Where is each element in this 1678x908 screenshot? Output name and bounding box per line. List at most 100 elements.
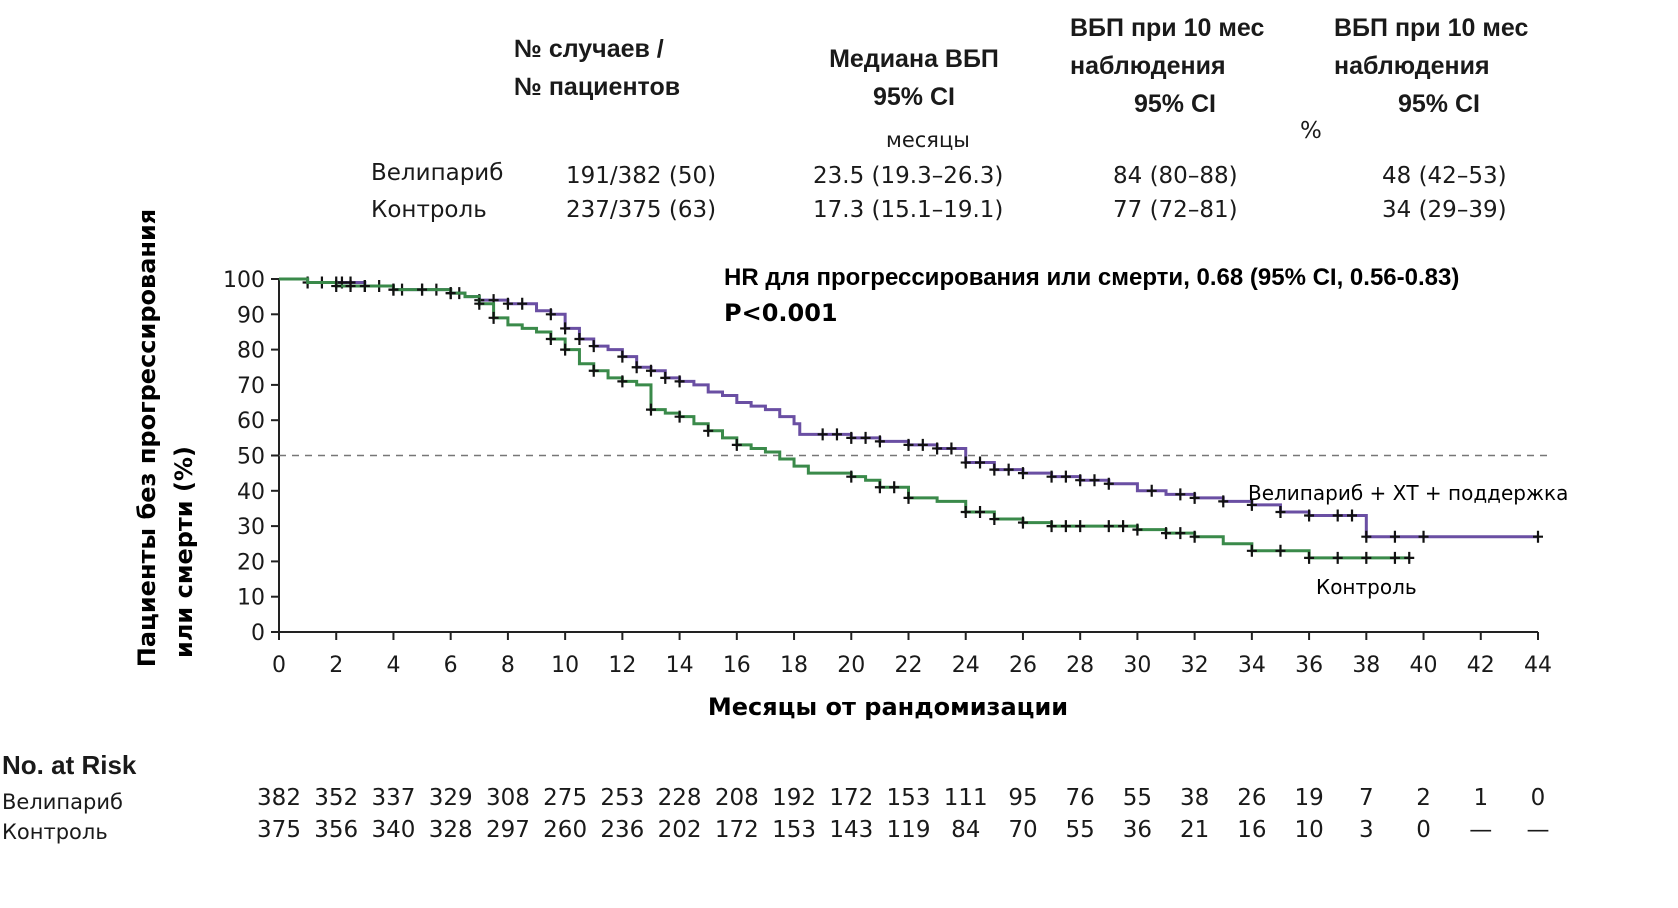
censor-mark bbox=[703, 424, 714, 437]
risk-value: 337 bbox=[371, 785, 416, 811]
censor-mark bbox=[617, 375, 628, 388]
x-tick-label: 28 bbox=[1066, 653, 1094, 678]
header-pfs10-b: ВБП при 10 мес наблюдения 95% CI bbox=[1334, 9, 1528, 123]
censor-mark bbox=[345, 280, 356, 293]
censor-mark bbox=[1304, 509, 1315, 522]
risk-value: 0 bbox=[1416, 817, 1431, 843]
censor-mark bbox=[860, 431, 871, 444]
risk-value: 70 bbox=[1008, 817, 1038, 843]
censor-mark bbox=[674, 375, 685, 388]
censor-mark bbox=[1161, 527, 1172, 540]
risk-value: 275 bbox=[543, 785, 588, 811]
risk-value: 153 bbox=[886, 785, 931, 811]
row-velip-pfs-b: 48 (42–53) bbox=[1382, 163, 1507, 189]
censor-mark bbox=[846, 470, 857, 483]
censor-mark bbox=[545, 333, 556, 346]
censor-mark bbox=[874, 435, 885, 448]
censor-mark bbox=[1218, 495, 1229, 508]
censor-mark bbox=[1075, 474, 1086, 487]
censor-mark bbox=[903, 438, 914, 451]
x-tick-label: 0 bbox=[272, 653, 286, 678]
censor-mark bbox=[645, 364, 656, 377]
risk-value: 352 bbox=[314, 785, 359, 811]
chart-axes: 0 2 4 6 8 10 12 14 16 18 20 22 24 26 28 30 32 34 36 38 40 42 4… bbox=[223, 268, 1552, 678]
censor-mark bbox=[1060, 470, 1071, 483]
header-pfs10-b-line3: 95% CI bbox=[1398, 90, 1480, 118]
row-control-pfs-a: 77 (72–81) bbox=[1113, 197, 1238, 223]
x-axis-label: Месяцы от рандомизации bbox=[708, 693, 1068, 721]
risk-value: 55 bbox=[1122, 785, 1153, 811]
censor-mark bbox=[674, 410, 685, 423]
x-tick-label: 36 bbox=[1295, 653, 1323, 678]
km-curve-control bbox=[279, 277, 1410, 560]
risk-value: 153 bbox=[772, 817, 816, 843]
censor-mark bbox=[1389, 551, 1400, 564]
censor-mark bbox=[474, 297, 485, 310]
risk-value: — bbox=[1469, 817, 1493, 843]
risk-value: 192 bbox=[772, 785, 816, 811]
censor-mark bbox=[1075, 520, 1086, 533]
censor-mark bbox=[1175, 527, 1186, 540]
y-tick-label: 40 bbox=[237, 480, 265, 505]
censor-mark bbox=[989, 513, 1000, 526]
risk-value: 111 bbox=[943, 785, 988, 811]
censor-mark bbox=[560, 322, 571, 335]
censor-mark bbox=[932, 442, 943, 455]
risk-row-label-velip: Велипариб bbox=[2, 790, 123, 814]
y-tick-label: 100 bbox=[223, 268, 265, 293]
x-tick-label: 38 bbox=[1352, 653, 1380, 678]
p-value-annotation: P<0.001 bbox=[724, 299, 838, 327]
censor-mark bbox=[545, 308, 556, 321]
header-pfs10-a-line3: 95% CI bbox=[1134, 90, 1216, 118]
censor-mark bbox=[1418, 530, 1429, 543]
censor-mark bbox=[588, 340, 599, 353]
risk-value: 308 bbox=[485, 785, 530, 811]
y-axis-label-line2: или смерти (%) bbox=[170, 446, 198, 658]
risk-value: 7 bbox=[1358, 785, 1374, 811]
risk-value: 36 bbox=[1122, 817, 1153, 843]
header-median-line1: Медиана ВБП bbox=[829, 45, 999, 73]
censor-mark bbox=[1175, 488, 1186, 501]
risk-value: 236 bbox=[600, 817, 645, 843]
censor-mark bbox=[1275, 505, 1286, 518]
censor-mark bbox=[874, 481, 885, 494]
censor-mark bbox=[560, 343, 571, 356]
censor-mark bbox=[388, 283, 399, 296]
risk-value: 0 bbox=[1530, 785, 1546, 811]
risk-value: 356 bbox=[314, 817, 359, 843]
censor-mark bbox=[960, 505, 971, 518]
risk-value: 329 bbox=[428, 785, 473, 811]
series-label-control: Контроль bbox=[1316, 575, 1417, 599]
censor-mark bbox=[1046, 470, 1057, 483]
censor-mark bbox=[1246, 498, 1257, 511]
series-group bbox=[279, 276, 1543, 564]
censor-mark bbox=[359, 280, 370, 293]
risk-row-label-control: Контроль bbox=[2, 820, 108, 844]
risk-value: 297 bbox=[485, 817, 530, 843]
censor-mark bbox=[975, 505, 986, 518]
risk-value: 228 bbox=[657, 785, 702, 811]
y-tick-label: 60 bbox=[237, 409, 265, 434]
row-velip-median: 23.5 (19.3–26.3) bbox=[813, 163, 1004, 189]
risk-value: 16 bbox=[1237, 817, 1267, 843]
censor-mark bbox=[975, 456, 986, 469]
censor-mark bbox=[1533, 530, 1543, 543]
header-pfs10-b-line2: наблюдения bbox=[1334, 52, 1490, 80]
censor-mark bbox=[488, 311, 499, 324]
censor-mark bbox=[1103, 520, 1114, 533]
censor-mark bbox=[1003, 463, 1014, 476]
row-velip-group: Велипариб bbox=[371, 160, 504, 186]
header-median-units: месяцы bbox=[886, 128, 970, 152]
censor-mark bbox=[1089, 474, 1100, 487]
x-tick-label: 12 bbox=[608, 653, 636, 678]
header-pfs10-a-line2: наблюдения bbox=[1070, 52, 1226, 80]
series-label-velip: Велипариб + ХТ + поддержка bbox=[1248, 481, 1568, 505]
x-tick-label: 26 bbox=[1009, 653, 1037, 678]
header-median-line2: 95% CI bbox=[873, 83, 955, 111]
risk-value: 38 bbox=[1179, 785, 1210, 811]
risk-value: 3 bbox=[1358, 817, 1374, 843]
x-tick-label: 2 bbox=[329, 653, 343, 678]
risk-value: — bbox=[1526, 817, 1550, 843]
censor-mark bbox=[846, 431, 857, 444]
x-tick-label: 34 bbox=[1238, 653, 1266, 678]
